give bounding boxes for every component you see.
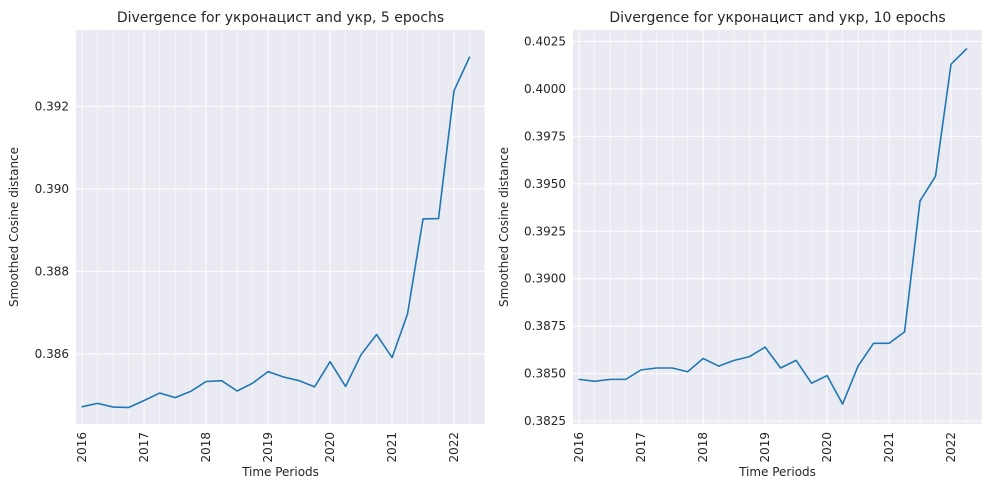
x-tick-label: 2022 [944, 432, 958, 463]
y-tick-label: 0.3925 [524, 224, 566, 238]
x-tick-label: 2021 [385, 432, 399, 463]
x-tick-label: 2020 [323, 432, 337, 463]
chart-10-epochs: Divergence for укронацист and укр, 10 ep… [497, 10, 983, 479]
y-tick-label: 0.388 [35, 264, 69, 278]
plot-area [76, 30, 485, 424]
y-tick-label: 0.4025 [524, 34, 566, 48]
x-tick-label: 2017 [634, 432, 648, 463]
y-axis-title: Smoothed Cosine distance [497, 147, 511, 307]
y-tick-label: 0.3950 [524, 177, 566, 191]
chart-5-epochs: Divergence for укронацист and укр, 5 epo… [7, 10, 486, 479]
x-tick-label: 2021 [882, 432, 896, 463]
x-axis-title: Time Periods [738, 465, 816, 479]
x-tick-label: 2019 [758, 432, 772, 463]
x-tick-label: 2022 [447, 432, 461, 463]
x-tick-label: 2020 [820, 432, 834, 463]
y-tick-label: 0.4000 [524, 82, 566, 96]
y-tick-label: 0.390 [35, 182, 69, 196]
x-tick-label: 2016 [572, 432, 586, 463]
x-tick-label: 2017 [137, 432, 151, 463]
y-tick-label: 0.3875 [524, 319, 566, 333]
x-tick-label: 2018 [199, 432, 213, 463]
y-tick-label: 0.3850 [524, 367, 566, 381]
series-line [81, 56, 471, 409]
y-tick-label: 0.392 [35, 99, 69, 113]
x-tick-label: 2016 [75, 432, 89, 463]
x-axis-title: Time Periods [241, 465, 319, 479]
y-tick-label: 0.3900 [524, 272, 566, 286]
x-tick-label: 2019 [261, 432, 275, 463]
series-line [578, 48, 968, 405]
y-axis-title: Smoothed Cosine distance [7, 147, 21, 307]
y-tick-label: 0.3825 [524, 414, 566, 428]
y-tick-label: 0.3975 [524, 129, 566, 143]
y-tick-label: 0.386 [35, 347, 69, 361]
chart-title: Divergence for укронацист and укр, 10 ep… [609, 10, 945, 26]
x-tick-label: 2018 [696, 432, 710, 463]
chart-title: Divergence for укронацист and укр, 5 epo… [117, 10, 444, 26]
